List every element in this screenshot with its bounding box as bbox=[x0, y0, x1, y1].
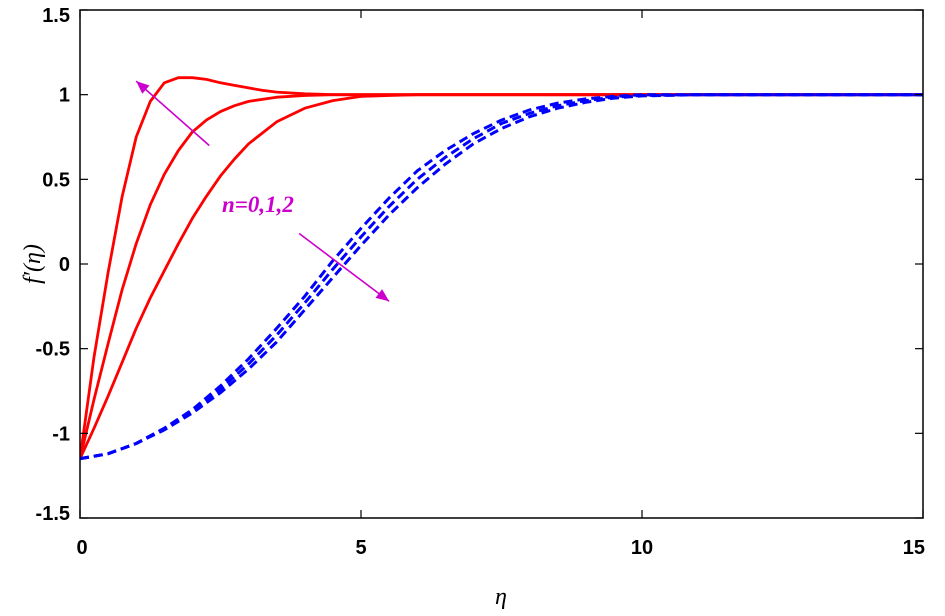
x-tick-label: 5 bbox=[355, 537, 366, 559]
y-tick-label: -0.5 bbox=[36, 339, 70, 361]
y-tick-label: 1 bbox=[59, 85, 70, 107]
y-axis-title: f′(η) bbox=[20, 244, 46, 284]
series-line-3 bbox=[80, 93, 923, 460]
x-tick-label: 15 bbox=[903, 537, 925, 559]
annotation-layer: n=0,1,2 bbox=[135, 80, 390, 302]
y-tick-label: 1.5 bbox=[42, 5, 70, 27]
series-line-6 bbox=[80, 93, 923, 461]
annotation-arrow-down bbox=[298, 232, 390, 302]
y-tick-label: -1.5 bbox=[36, 503, 70, 525]
plot-frame bbox=[79, 9, 924, 519]
y-tick-label: 0.5 bbox=[42, 169, 70, 191]
x-tick-label: 10 bbox=[631, 537, 653, 559]
x-tick-label: 0 bbox=[76, 537, 87, 559]
y-tick-label: 0 bbox=[59, 254, 70, 276]
plot-background bbox=[80, 10, 923, 518]
annotation-text: n=0,1,2 bbox=[222, 192, 294, 217]
annotation-arrow-up bbox=[135, 80, 210, 147]
series-layer bbox=[80, 76, 923, 461]
x-axis-title: η bbox=[495, 584, 507, 610]
ticks-layer: 0 5 10 15 -1.5 -1 -0.5 0 0.5 1 1.5 bbox=[36, 5, 925, 559]
y-tick-label: -1 bbox=[52, 423, 70, 445]
